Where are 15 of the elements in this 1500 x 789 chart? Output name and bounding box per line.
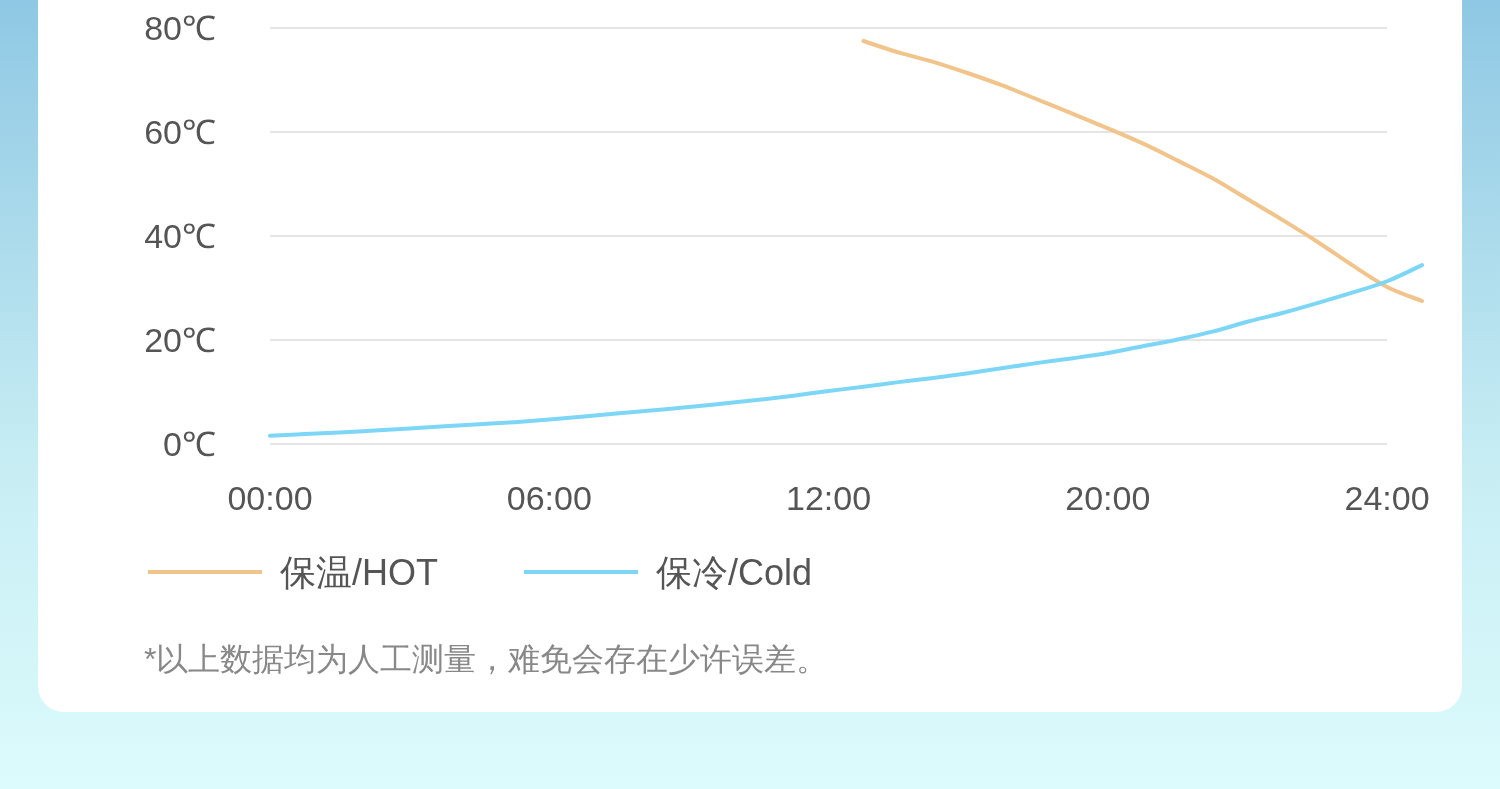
line-series xyxy=(861,39,1424,303)
text: *以上数据均为人工测量，难免会存在少许误差。 xyxy=(144,641,829,677)
x-tick-label: 06:00 xyxy=(506,479,592,517)
y-tick-label: 60℃ xyxy=(144,113,216,151)
x-tick-label: 00:00 xyxy=(227,479,313,517)
x-tick-label: 12:00 xyxy=(786,479,872,517)
y-tick-label: 0℃ xyxy=(163,425,216,463)
x-tick-label: 24:00 xyxy=(1344,479,1430,517)
y-tick-label: 20℃ xyxy=(144,321,216,359)
line-series xyxy=(268,263,1424,438)
y-tick-label: 40℃ xyxy=(144,217,216,255)
legend-label: 保温/HOT xyxy=(280,552,438,593)
x-tick-label: 20:00 xyxy=(1065,479,1151,517)
y-tick-label: 80℃ xyxy=(144,9,216,47)
legend-label: 保冷/Cold xyxy=(656,552,813,593)
